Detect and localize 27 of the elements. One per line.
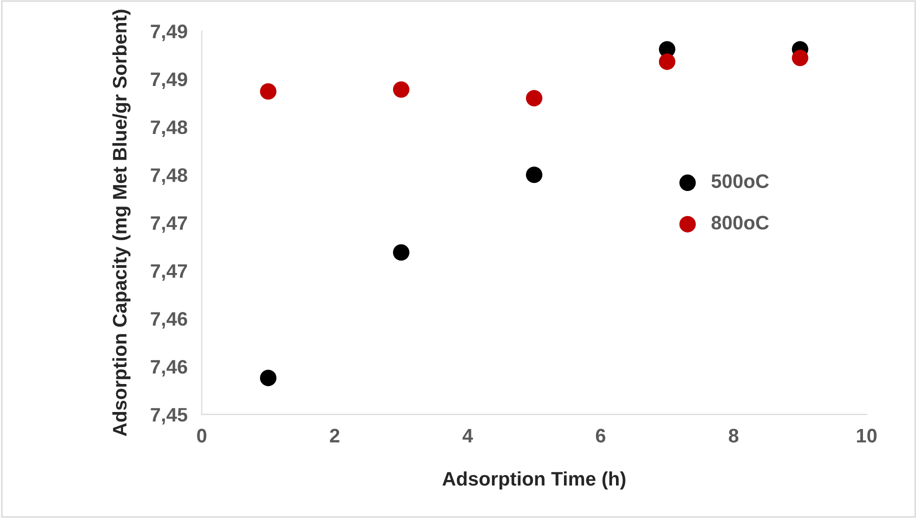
point xyxy=(792,50,808,66)
point xyxy=(526,166,542,184)
y-tick-label: 7,47 xyxy=(150,216,187,233)
x-tick-label: 8 xyxy=(728,428,738,443)
x-tick-label: 4 xyxy=(462,429,473,442)
y-tick-label: 7,48 xyxy=(150,120,188,137)
x-tick-label: 2 xyxy=(330,428,340,442)
point xyxy=(392,244,410,261)
y-tick-label: 7,46 xyxy=(150,360,188,377)
y-tick-label: 7,46 xyxy=(150,312,188,329)
y-tick-label: 7,48 xyxy=(150,168,188,185)
x-axis-title: Adsorption Time (h) xyxy=(442,471,626,490)
legend-label: 800oC xyxy=(712,216,769,230)
point xyxy=(260,370,276,386)
y-tick-label: 7,47 xyxy=(150,264,187,281)
point xyxy=(526,90,542,106)
y-tick-label: 7,49 xyxy=(150,24,188,42)
point xyxy=(392,81,410,98)
legend-label: 500oC xyxy=(712,174,769,188)
y-tick-label: 7,45 xyxy=(150,408,188,424)
y-axis-title: Adsorption Capacity (mg Met Blue/gr Sorbent) xyxy=(112,10,131,436)
y-tick-label: 7,49 xyxy=(150,72,188,90)
point xyxy=(260,83,276,100)
x-tick-label: 10 xyxy=(856,428,877,443)
point xyxy=(658,54,676,70)
x-tick-label: 0 xyxy=(197,428,206,443)
x-tick-label: 6 xyxy=(596,428,606,443)
